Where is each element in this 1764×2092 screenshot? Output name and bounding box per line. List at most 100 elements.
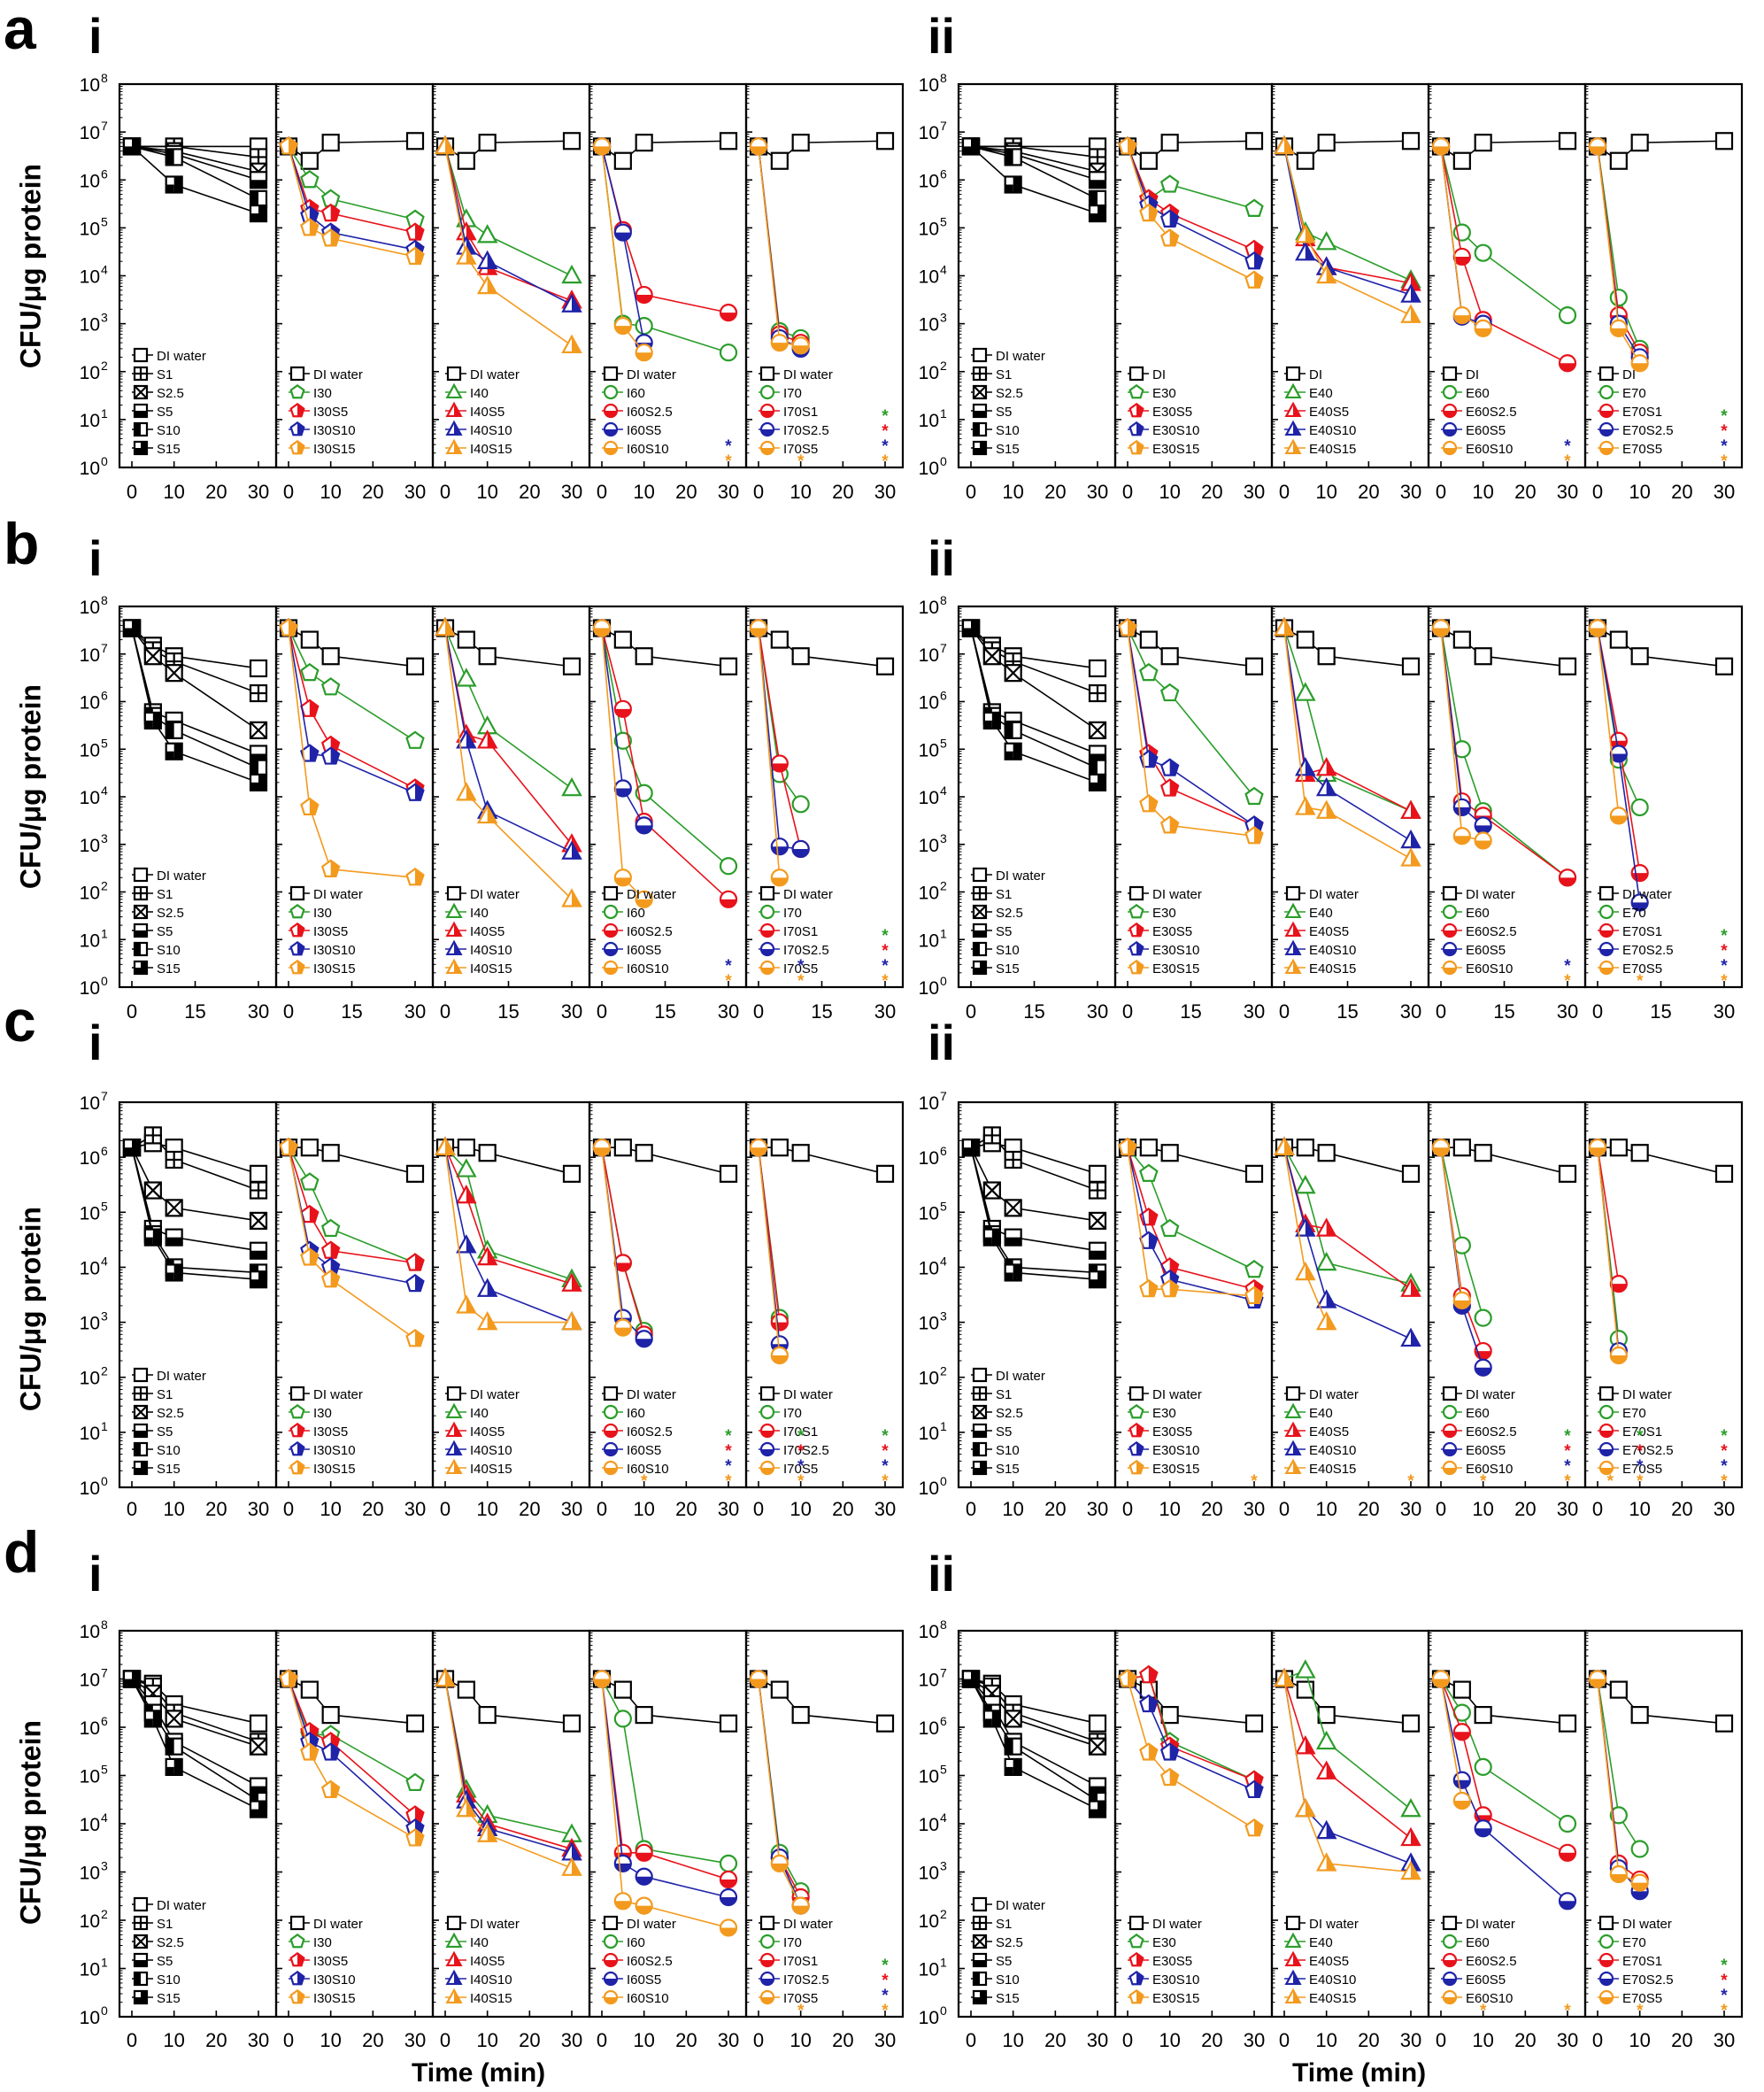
svg-text:4: 4 bbox=[101, 1254, 108, 1268]
legend-label-d-ii-5-2: E70S1 bbox=[1622, 1954, 1662, 1969]
series-line-d-ii-1-0 bbox=[970, 1678, 1098, 1725]
legend-entry-d-i-5-1: I70 bbox=[759, 1934, 802, 1950]
legend-label-d-ii-2-0: DI water bbox=[1152, 1917, 1202, 1932]
x-tick-label-a-i-5-30: 30 bbox=[874, 481, 896, 503]
legend-label-a-i-5-1: I70 bbox=[783, 386, 802, 401]
significance-star-c-i-5-0-3: * bbox=[797, 1472, 805, 1491]
data-point-b-ii-3-4-2 bbox=[1315, 799, 1337, 819]
legend-entry-a-ii-5-3: E70S2.5 bbox=[1598, 421, 1674, 438]
legend-entry-a-ii-2-4: E30S15 bbox=[1128, 439, 1199, 457]
legend-entry-a-ii-5-0: DI bbox=[1598, 366, 1636, 382]
svg-text:10: 10 bbox=[919, 1203, 939, 1224]
x-tick-label-a-i-3-20: 20 bbox=[519, 481, 540, 503]
y-tick-label-a-ii-7: 10 7 bbox=[919, 119, 947, 143]
data-point-b-ii-5-4-0 bbox=[1588, 619, 1607, 637]
legend-entry-d-i-3-1: I40 bbox=[445, 1932, 489, 1950]
significance-star-c-ii-5-1-1: * bbox=[1637, 1442, 1644, 1461]
legend-label-d-ii-2-1: E30 bbox=[1152, 1935, 1176, 1950]
data-point-c-ii-4-1-2 bbox=[1474, 1308, 1492, 1327]
x-tick-label-a-ii-2-10: 10 bbox=[1159, 481, 1180, 503]
series-line-c-ii-1-4 bbox=[970, 1147, 1098, 1274]
legend-label-b-i-4-3: I60S5 bbox=[627, 943, 661, 958]
data-point-d-ii-2-4-1 bbox=[1139, 1742, 1159, 1761]
data-point-b-i-4-4-2 bbox=[635, 890, 653, 908]
svg-text:10: 10 bbox=[919, 930, 939, 951]
series-line-b-i-2-3 bbox=[288, 628, 416, 794]
data-point-b-i-3-1-1 bbox=[456, 668, 477, 687]
legend-label-b-ii-4-4: E60S10 bbox=[1466, 961, 1513, 977]
x-tick-label-c-ii-2-10: 10 bbox=[1159, 1498, 1180, 1520]
series-line-b-i-2-2 bbox=[288, 628, 416, 790]
series-line-d-i-2-3 bbox=[288, 1679, 416, 1829]
data-point-a-i-3-3-3 bbox=[561, 293, 582, 313]
svg-text:5: 5 bbox=[101, 736, 108, 750]
series-line-c-ii-5-2 bbox=[1597, 1147, 1620, 1285]
data-point-b-i-3-2-2 bbox=[476, 729, 498, 749]
y-tick-label-b-ii-0: 10 0 bbox=[919, 974, 947, 999]
data-point-a-i-5-0-3 bbox=[875, 132, 895, 151]
data-point-c-ii-5-0-1 bbox=[1609, 1139, 1628, 1157]
x-tick-label-a-i-1-20: 20 bbox=[205, 481, 227, 503]
legend-label-b-i-4-4: I60S10 bbox=[627, 961, 669, 977]
data-point-b-ii-3-0-2 bbox=[1317, 647, 1336, 666]
data-point-b-ii-1-5-3 bbox=[1088, 773, 1107, 791]
data-point-c-ii-3-1-1 bbox=[1295, 1175, 1316, 1194]
legend-label-c-i-5-0: DI water bbox=[783, 1387, 833, 1402]
series-line-d-ii-4-2 bbox=[1440, 1679, 1568, 1854]
data-point-d-i-3-4-2 bbox=[476, 1823, 498, 1842]
data-point-b-ii-2-3-2 bbox=[1159, 758, 1180, 776]
sub-letter-d-i: i bbox=[89, 1546, 103, 1602]
x-tick-label-c-i-3-30: 30 bbox=[561, 1498, 582, 1520]
data-point-c-i-2-1-1 bbox=[300, 1172, 320, 1191]
legend-entry-c-ii-3-1: E40 bbox=[1284, 1402, 1333, 1421]
data-point-a-ii-3-0-3 bbox=[1401, 132, 1421, 151]
series-line-c-i-1-1 bbox=[131, 1134, 259, 1192]
x-tick-label-a-ii-5-30: 30 bbox=[1714, 481, 1735, 503]
data-point-a-i-5-4-0 bbox=[749, 137, 768, 156]
data-point-d-i-4-3-2 bbox=[635, 1867, 653, 1886]
data-point-b-ii-2-2-2 bbox=[1159, 778, 1180, 797]
series-line-d-i-3-4 bbox=[444, 1679, 573, 1869]
data-point-b-ii-2-0-3 bbox=[1244, 657, 1264, 675]
legend-entry-d-i-4-3: I60S5 bbox=[602, 1971, 661, 1988]
legend-label-b-i-4-0: DI water bbox=[627, 887, 676, 902]
legend-label-a-i-3-0: DI water bbox=[470, 367, 520, 382]
legend-label-d-ii-3-0: DI water bbox=[1309, 1917, 1359, 1932]
x-tick-label-c-ii-1-0: 0 bbox=[966, 1498, 976, 1520]
data-point-c-i-3-4-2 bbox=[476, 1310, 498, 1331]
y-tick-label-a-i-7: 10 7 bbox=[80, 119, 108, 143]
data-point-a-ii-2-0-1 bbox=[1139, 151, 1158, 170]
legend-entry-b-i-3-2: I40S5 bbox=[445, 921, 505, 939]
data-point-a-ii-5-4-2 bbox=[1630, 354, 1649, 373]
data-point-d-i-2-1-3 bbox=[405, 1772, 425, 1792]
series-line-d-ii-3-3 bbox=[1283, 1679, 1412, 1864]
subplot-a-ii-1: 0 10 20 30 DI water S1 S2.5 S5 S10 S15 bbox=[957, 82, 1117, 503]
series-line-c-ii-4-0 bbox=[1441, 1146, 1568, 1175]
significance-star-b-i-5-0-0: * bbox=[797, 957, 805, 976]
svg-text:1: 1 bbox=[940, 926, 947, 940]
legend-entry-b-ii-5-1: E70 bbox=[1598, 904, 1646, 921]
svg-text:0: 0 bbox=[940, 974, 947, 988]
series-line-a-i-3-3 bbox=[444, 146, 573, 305]
data-point-d-i-1-4-2 bbox=[165, 1737, 183, 1756]
legend-entry-b-i-5-2: I70S1 bbox=[759, 922, 818, 939]
panel-letter-d: d bbox=[4, 1519, 40, 1585]
legend-entry-d-ii-4-3: E60S5 bbox=[1441, 1971, 1506, 1988]
data-point-c-i-2-0-2 bbox=[321, 1144, 340, 1162]
data-point-c-ii-5-2-1 bbox=[1609, 1275, 1628, 1293]
svg-text:1: 1 bbox=[940, 1419, 947, 1433]
data-point-a-i-1-5-0 bbox=[122, 137, 142, 156]
x-tick-label-a-ii-3-30: 30 bbox=[1400, 481, 1421, 503]
legend-label-c-i-1-5: S15 bbox=[157, 1462, 181, 1477]
data-point-a-ii-3-3-1 bbox=[1295, 242, 1316, 261]
series-line-d-i-1-0 bbox=[131, 1678, 259, 1725]
data-point-d-ii-4-0-2 bbox=[1474, 1705, 1492, 1725]
data-point-a-ii-5-4-1 bbox=[1609, 319, 1628, 337]
significance-star-a-i-5-1-0: * bbox=[882, 407, 889, 426]
x-tick-label-d-i-4-10: 10 bbox=[633, 2029, 654, 2051]
data-point-b-ii-4-3-1 bbox=[1452, 798, 1471, 817]
svg-text:10: 10 bbox=[80, 1424, 100, 1444]
series-line-b-i-3-3 bbox=[444, 628, 573, 853]
legend-entry-b-ii-5-3: E70S2.5 bbox=[1598, 941, 1674, 958]
